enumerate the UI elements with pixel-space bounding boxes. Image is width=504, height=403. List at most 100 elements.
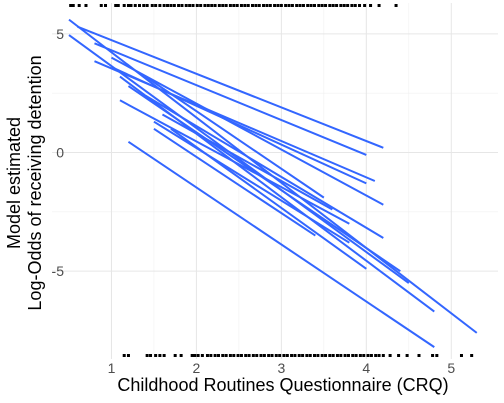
series-line (170, 127, 367, 270)
rug-mark-bottom (358, 354, 362, 357)
rug-mark-top (284, 4, 288, 7)
rug-mark-bottom (459, 354, 463, 357)
rug-mark-bottom (205, 354, 209, 357)
rug-mark-top (69, 4, 73, 7)
rug-mark-top (358, 4, 362, 7)
y-axis-title-line1: Model estimated (4, 117, 24, 249)
rug-mark-bottom (145, 354, 149, 357)
x-tick-label: 5 (447, 360, 455, 376)
rug-mark-top (232, 4, 236, 7)
rug-mark-bottom (162, 354, 166, 357)
rug-mark-top (265, 4, 269, 7)
rug-mark-bottom (313, 354, 317, 357)
rug-mark-bottom (335, 354, 339, 357)
rug-mark-top (116, 4, 120, 7)
rug-mark-top (77, 4, 81, 7)
rug-mark-bottom (435, 354, 439, 357)
x-tick-labels: 1 2 3 4 5 (108, 360, 456, 376)
rug-mark-bottom (316, 354, 320, 357)
rug-mark-bottom (274, 354, 278, 357)
rug-mark-top (331, 4, 335, 7)
rug-mark-top (290, 4, 294, 7)
rug-mark-bottom (388, 354, 392, 357)
rug-mark-top (246, 4, 250, 7)
minor-gridlines (52, 3, 498, 359)
rug-mark-top (224, 4, 228, 7)
rug-mark-top (84, 4, 88, 7)
rug-mark-top (188, 4, 192, 7)
rug-mark-top (129, 4, 133, 7)
rug-mark-bottom (301, 354, 305, 357)
rug-mark-bottom (343, 354, 347, 357)
y-tick-label: 5 (56, 26, 64, 42)
rug-mark-bottom (221, 354, 225, 357)
rug-top (69, 4, 398, 7)
rug-mark-top (301, 4, 305, 7)
rug-mark-bottom (305, 354, 309, 357)
rug-mark-top (71, 4, 75, 7)
rug-mark-bottom (297, 354, 301, 357)
rug-mark-bottom (236, 354, 240, 357)
rug-mark-bottom (405, 354, 409, 357)
rug-mark-bottom (351, 354, 355, 357)
rug-mark-top (262, 4, 266, 7)
rug-mark-top (150, 4, 154, 7)
rug-mark-top (298, 4, 302, 7)
rug-mark-bottom (470, 354, 474, 357)
rug-mark-bottom (366, 354, 370, 357)
rug-mark-bottom (217, 354, 221, 357)
rug-mark-bottom (374, 354, 378, 357)
rug-mark-top (133, 4, 137, 7)
rug-mark-bottom (308, 354, 312, 357)
rug-mark-top (350, 4, 354, 7)
rug-mark-bottom (154, 354, 158, 357)
rug-mark-bottom (209, 354, 213, 357)
rug-mark-top (191, 4, 195, 7)
x-tick-label: 2 (193, 360, 201, 376)
rug-mark-bottom (339, 354, 343, 357)
rug-mark-bottom (251, 354, 255, 357)
rug-mark-bottom (331, 354, 335, 357)
rug-mark-top (142, 4, 146, 7)
rug-mark-bottom (190, 354, 194, 357)
rug-mark-top (239, 4, 243, 7)
rug-mark-top (169, 4, 173, 7)
rug-mark-top (287, 4, 291, 7)
rug-mark-top (199, 4, 203, 7)
rug-mark-top (268, 4, 272, 7)
rug-mark-bottom (200, 354, 204, 357)
rug-mark-top (273, 4, 277, 7)
rug-mark-top (126, 4, 130, 7)
series-line (144, 94, 384, 239)
rug-mark-top (250, 4, 254, 7)
rug-mark-bottom (290, 354, 294, 357)
series-line (77, 25, 384, 149)
rug-mark-bottom (381, 354, 385, 357)
rug-mark-top (177, 4, 181, 7)
rug-mark-top (210, 4, 214, 7)
rug-mark-bottom (224, 354, 228, 357)
series-line (161, 113, 333, 211)
rug-mark-top (154, 4, 158, 7)
rug-mark-top (257, 4, 261, 7)
rug-mark-bottom (278, 354, 282, 357)
rug-mark-top (184, 4, 188, 7)
rug-mark-top (339, 4, 343, 7)
rug-mark-top (295, 4, 299, 7)
series-line (153, 120, 350, 244)
rug-mark-bottom (196, 354, 200, 357)
rug-mark-bottom (369, 354, 373, 357)
rug-mark-top (104, 4, 108, 7)
rug-mark-top (279, 4, 283, 7)
rug-mark-bottom (179, 354, 183, 357)
rug-mark-bottom (239, 354, 243, 357)
series-line (119, 99, 350, 225)
rug-mark-bottom (320, 354, 324, 357)
rug-mark-bottom (346, 354, 350, 357)
series-line (110, 56, 384, 206)
rug-mark-top (353, 4, 357, 7)
x-tick-label: 3 (277, 360, 285, 376)
rug-mark-top (394, 4, 398, 7)
rug-mark-top (317, 4, 321, 7)
rug-mark-top (145, 4, 149, 7)
